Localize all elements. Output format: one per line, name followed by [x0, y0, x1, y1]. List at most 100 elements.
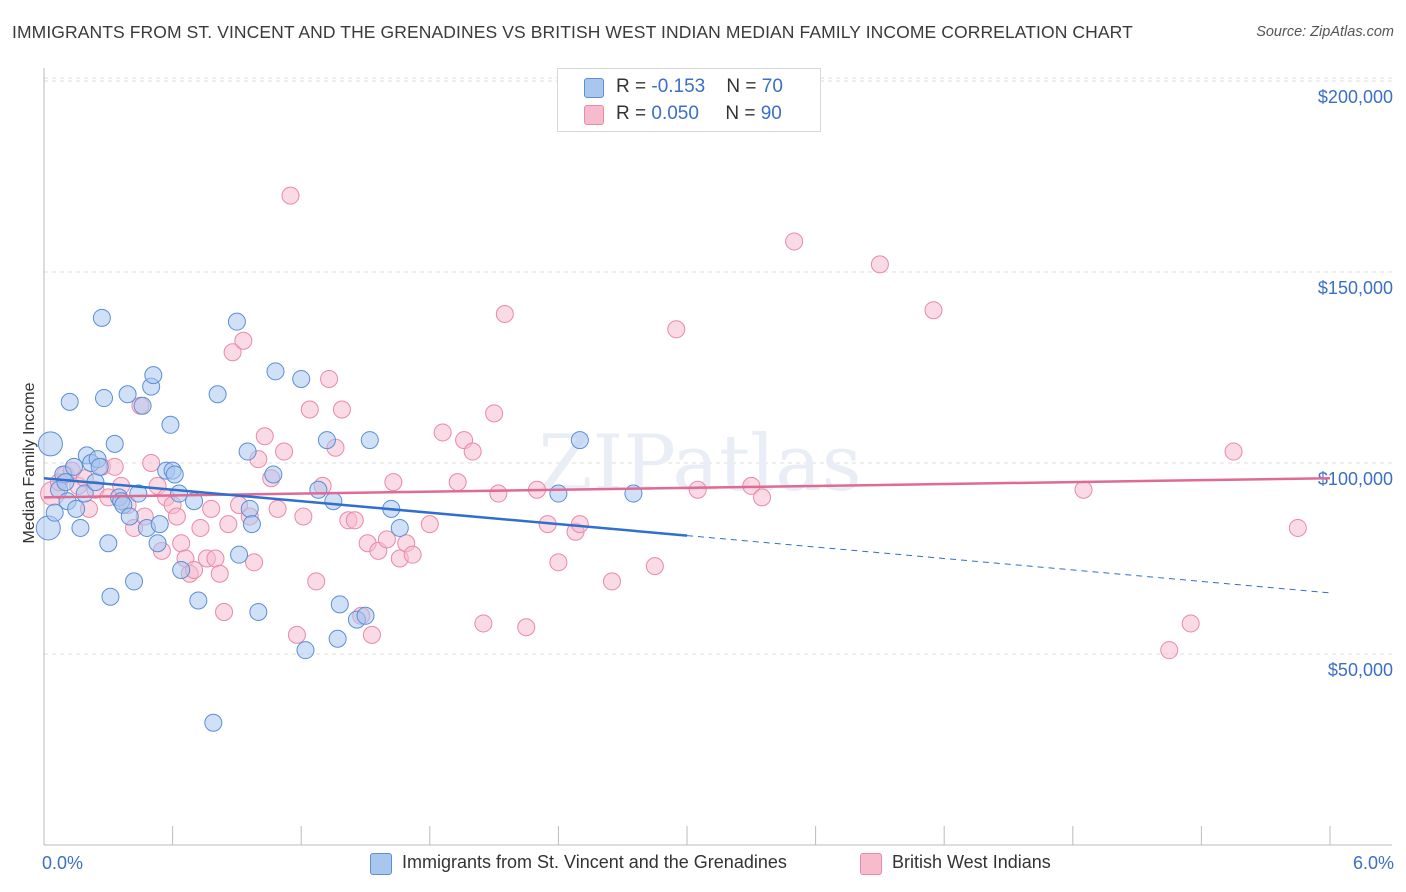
- data-point: [215, 602, 234, 621]
- data-point: [189, 591, 208, 610]
- data-point: [296, 641, 315, 660]
- data-point: [255, 427, 274, 446]
- data-point: [300, 400, 319, 419]
- data-point: [165, 465, 184, 484]
- bottom-legend-label-blue: Immigrants from St. Vincent and the Gren…: [402, 852, 787, 872]
- data-point: [549, 553, 568, 572]
- bottom-legend-swatch-pink: [860, 853, 882, 875]
- data-point: [602, 572, 621, 591]
- data-point: [294, 507, 313, 526]
- trend-line-pink: [43, 477, 1331, 499]
- data-point: [924, 301, 943, 320]
- data-point: [287, 625, 306, 644]
- data-point: [234, 331, 253, 350]
- data-point: [45, 503, 64, 522]
- data-point: [517, 618, 536, 637]
- data-point: [1074, 480, 1093, 499]
- data-point: [324, 492, 343, 511]
- data-point: [120, 507, 139, 526]
- legend-swatch-pink: [584, 105, 604, 125]
- grid-lines: [44, 77, 1395, 655]
- data-point: [56, 473, 75, 492]
- data-point: [317, 431, 336, 450]
- data-point: [281, 186, 300, 205]
- data-point: [144, 366, 163, 385]
- data-point: [570, 431, 589, 450]
- data-point: [249, 602, 268, 621]
- legend: R = -0.153 N = 70 R = 0.050 N = 90: [557, 68, 821, 132]
- data-point: [377, 530, 396, 549]
- data-point: [65, 457, 84, 476]
- data-point: [71, 518, 90, 537]
- x-tick-label: 6.0%: [1353, 853, 1394, 873]
- y-tick-label: $150,000: [1318, 278, 1393, 298]
- data-point: [489, 484, 508, 503]
- data-point: [307, 572, 326, 591]
- data-point: [210, 564, 229, 583]
- data-point: [360, 431, 379, 450]
- data-point: [474, 614, 493, 633]
- x-tick-label: 0.0%: [42, 853, 83, 873]
- data-point: [870, 255, 889, 274]
- data-point: [463, 442, 482, 461]
- data-point: [753, 488, 772, 507]
- data-point: [67, 499, 86, 518]
- data-point: [1160, 641, 1179, 660]
- bottom-legend-label-pink: British West Indians: [892, 852, 1051, 872]
- legend-n-label: N =: [725, 103, 761, 124]
- trend-line-blue: [43, 477, 688, 537]
- data-point: [384, 473, 403, 492]
- legend-r-value: -0.153: [651, 76, 706, 97]
- data-point: [223, 343, 242, 362]
- data-point: [105, 457, 124, 476]
- data-point: [238, 442, 257, 461]
- bottom-legend-series2: British West Indians: [860, 851, 1080, 877]
- data-point: [264, 465, 283, 484]
- data-point: [170, 484, 189, 503]
- data-point: [1224, 442, 1243, 461]
- data-point: [688, 480, 707, 499]
- data-point: [125, 572, 144, 591]
- data-point: [433, 423, 452, 442]
- data-point: [275, 442, 294, 461]
- data-point: [403, 545, 422, 564]
- data-point: [356, 606, 375, 625]
- data-point: [485, 404, 504, 423]
- data-point: [332, 400, 351, 419]
- data-point: [101, 587, 120, 606]
- legend-n-value: 90: [760, 103, 782, 124]
- axes: [43, 68, 1392, 846]
- data-point: [345, 511, 364, 530]
- data-point: [570, 515, 589, 534]
- data-point: [167, 507, 186, 526]
- data-point: [667, 320, 686, 339]
- series-st-vincent: [35, 308, 643, 732]
- data-point: [60, 392, 79, 411]
- data-point: [495, 305, 514, 324]
- data-point: [245, 553, 264, 572]
- data-point: [309, 480, 328, 499]
- legend-r-value: 0.050: [651, 103, 699, 124]
- data-point: [448, 473, 467, 492]
- y-tick-labels: $50,000 $100,000 $150,000 $200,000: [1318, 87, 1393, 680]
- data-point: [645, 557, 664, 576]
- data-point: [172, 534, 191, 553]
- data-point: [172, 560, 191, 579]
- data-point: [219, 515, 238, 534]
- source-label: Source: ZipAtlas.com: [1256, 24, 1394, 40]
- data-point: [206, 549, 225, 568]
- legend-n-value: 70: [761, 76, 783, 97]
- data-point: [99, 534, 118, 553]
- data-point: [92, 308, 111, 327]
- data-point: [150, 515, 169, 534]
- trend-lines: [43, 477, 1331, 594]
- data-point: [148, 534, 167, 553]
- data-point: [328, 629, 347, 648]
- data-point: [390, 518, 409, 537]
- data-point: [1181, 614, 1200, 633]
- y-tick-label: $50,000: [1328, 660, 1393, 680]
- y-tick-label: $200,000: [1318, 87, 1393, 107]
- data-point: [549, 484, 568, 503]
- data-point: [242, 515, 261, 534]
- data-point: [129, 484, 148, 503]
